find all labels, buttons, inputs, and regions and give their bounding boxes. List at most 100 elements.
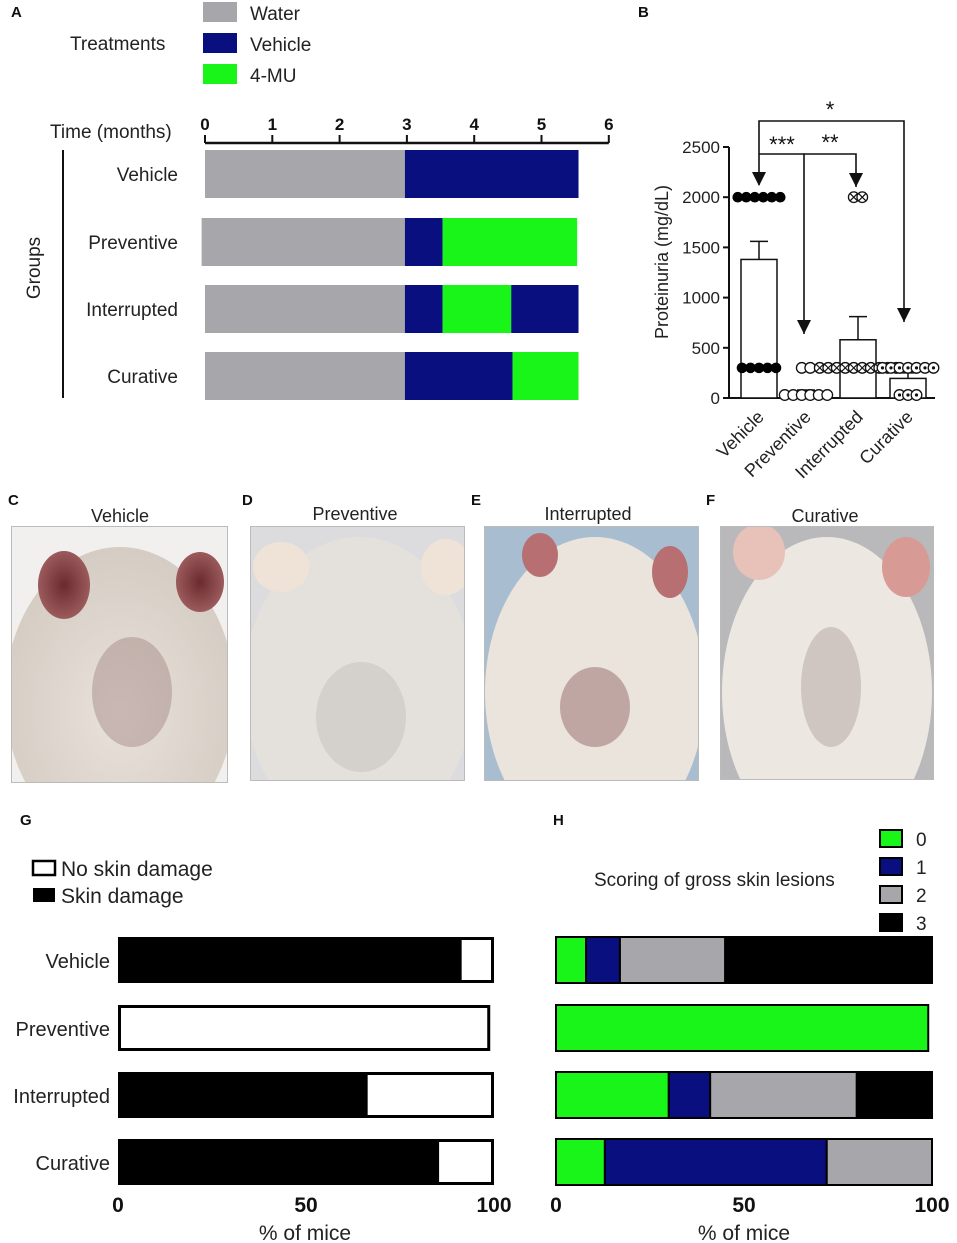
bar-no-skin-damage-0 [458, 937, 495, 983]
data-point-cross [858, 363, 867, 372]
timeline-bar-3-0 [205, 352, 405, 400]
time-tick-label-5: 5 [537, 115, 546, 134]
data-point [766, 191, 778, 203]
legend-label-0: 0 [916, 830, 927, 851]
bar-skin-damage-2 [118, 1072, 367, 1118]
legend-swatch-2 [203, 64, 237, 84]
data-point [821, 389, 834, 401]
y-axis-label: Groups [24, 237, 45, 299]
data-point [762, 362, 773, 374]
group-label-2: Interrupted [86, 300, 178, 321]
bar-score-1-3 [603, 1138, 828, 1186]
x-tick-label-0: 0 [112, 1194, 124, 1217]
data-point [732, 191, 744, 203]
data-point-cross [866, 363, 875, 372]
x-axis-label: % of mice [259, 1222, 351, 1243]
photo-interrupted [484, 526, 699, 781]
category-label-0: Vehicle [46, 951, 111, 973]
group-label-3: Curative [107, 367, 178, 388]
legend-label-damage: Skin damage [61, 885, 184, 908]
data-point-dot [906, 393, 910, 397]
legend-swatch-0 [879, 829, 903, 848]
data-point-cross [858, 193, 867, 202]
photo-curative [720, 526, 934, 780]
timeline-bar-2-0 [205, 285, 405, 333]
x-tick-label-2: 100 [914, 1194, 949, 1217]
sig-arrowhead [897, 308, 911, 322]
data-point [736, 362, 748, 374]
data-point-cross [849, 193, 858, 202]
panel-label-g: G [20, 812, 32, 829]
timeline-bar-1-2 [442, 218, 578, 266]
panel-label-b: B [638, 4, 649, 21]
timeline-bar-3-1 [404, 352, 513, 400]
time-tick-label-1: 1 [268, 115, 277, 134]
y-tick-label-2: 1000 [682, 289, 720, 308]
y-axis-label: Proteinuria (mg/dL) [652, 185, 672, 339]
bar-score-2-2 [709, 1071, 858, 1119]
data-point [770, 362, 782, 374]
photo-vehicle [11, 526, 228, 783]
legend-swatch-1 [879, 857, 903, 876]
panel-label-f: F [706, 492, 716, 509]
bar-no-skin-damage-3 [436, 1139, 495, 1185]
data-point [757, 191, 769, 203]
panel-label-c: C [8, 492, 19, 509]
time-tick-label-6: 6 [604, 115, 613, 134]
sig-arrowhead [849, 173, 863, 187]
data-point [774, 191, 786, 203]
photo-title-preventive: Preventive [312, 504, 398, 524]
x-axis-label: % of mice [698, 1222, 790, 1243]
group-label-1: Preventive [88, 233, 178, 254]
data-point-dot [897, 366, 902, 370]
data-point-dot [914, 366, 919, 370]
time-tick-label-0: 0 [200, 115, 209, 134]
sig-bracket-2 [804, 153, 857, 187]
sig-bracket-0 [758, 120, 905, 322]
bar-score-0-2 [555, 1071, 670, 1119]
y-tick-label-3: 1500 [682, 238, 720, 257]
chart-title: Scoring of gross skin lesions [594, 870, 835, 891]
sig-arrowhead [752, 172, 766, 186]
bar-score-1-0 [585, 936, 621, 984]
timeline-bar-3-2 [512, 352, 579, 400]
timeline-chart: Treatments Water Vehicle 4-MU 0 1 2 3 4 5 6 Time (m… [24, 2, 614, 400]
timeline-bar-2-2 [442, 285, 512, 333]
legend-swatch-0 [203, 2, 237, 22]
legend-label-0: Water [250, 4, 301, 25]
category-label-3: Curative [36, 1153, 110, 1175]
data-point-cross [849, 363, 858, 372]
data-point-dot [897, 393, 902, 397]
bar-no-skin-damage-2 [364, 1072, 494, 1118]
bar-skin-damage-3 [118, 1139, 438, 1185]
sig-label-2: ** [821, 130, 839, 155]
time-tick-label-3: 3 [402, 115, 411, 134]
skin-damage-chart: No skin damage Skin damage Vehicle Preventi… [13, 858, 511, 1243]
data-point-dot [931, 366, 936, 370]
bar-score-2-0 [618, 936, 727, 984]
x-tick-label-1: 50 [732, 1194, 755, 1217]
panel-label-d: D [242, 492, 253, 509]
y-tick-label-5: 2500 [682, 138, 720, 157]
photo-title-interrupted: Interrupted [544, 504, 632, 524]
data-point-dot [914, 393, 919, 397]
category-label-1: Preventive [16, 1019, 111, 1041]
data-point-dot [880, 366, 885, 370]
y-tick-label-0: 0 [711, 389, 720, 408]
photo-title-vehicle: Vehicle [90, 506, 150, 526]
bar-score-0-3 [555, 1138, 606, 1186]
bar-score-3-0 [724, 936, 933, 984]
x-axis-label: Time (months) [50, 122, 172, 143]
legend-swatch-damage [33, 888, 55, 902]
data-point-dot [923, 366, 927, 370]
bar-score-2-3 [825, 1138, 933, 1186]
data-point-dot [889, 366, 893, 370]
photo-title-curative: Curative [791, 506, 859, 526]
y-tick-label-4: 2000 [682, 188, 720, 207]
legend-swatch-3 [879, 913, 903, 932]
panel-label-a: A [11, 4, 22, 21]
panel-label-h: H [553, 812, 564, 829]
data-point [753, 362, 765, 374]
x-tick-label-2: 100 [476, 1194, 511, 1217]
data-point [745, 362, 756, 374]
